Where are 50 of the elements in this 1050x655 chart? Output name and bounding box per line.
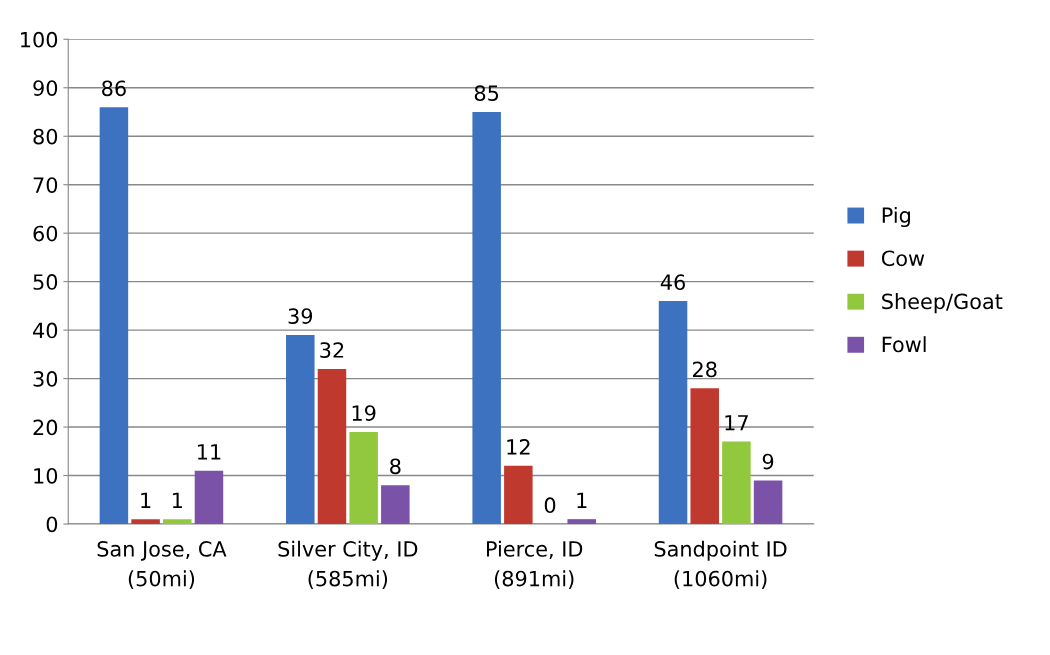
- data-label: 46: [660, 274, 685, 291]
- bar: [99, 107, 129, 524]
- data-label: 28: [692, 361, 717, 378]
- data-label: 1: [577, 492, 587, 508]
- y-tick-label: 50: [33, 274, 58, 290]
- bar: [567, 519, 596, 524]
- data-label: 8: [390, 458, 401, 475]
- y-tick-label: 60: [33, 225, 58, 242]
- x-tick-label: Pierce, ID (891mi): [486, 540, 583, 589]
- legend-label: Fowl: [882, 336, 926, 353]
- bar: [753, 480, 783, 524]
- y-tick-label: 100: [21, 31, 58, 48]
- y-tick-label: 0: [46, 516, 58, 533]
- bar: [504, 465, 533, 524]
- bar: [194, 470, 224, 524]
- data-label: 1: [172, 492, 182, 508]
- data-label: 19: [352, 405, 376, 421]
- x-tick-label: Sandpoint ID (1060mi): [654, 540, 787, 589]
- bar: [317, 368, 347, 524]
- data-label: 1: [141, 492, 151, 508]
- data-label: 12: [507, 439, 530, 455]
- bar: [163, 519, 192, 524]
- data-label: 86: [102, 80, 126, 97]
- x-tick-label: Silver City, ID (585mi): [278, 540, 418, 589]
- y-tick-label: 30: [33, 371, 58, 387]
- data-label: 39: [288, 308, 313, 324]
- y-tick-label: 90: [33, 80, 58, 96]
- data-label: 85: [474, 85, 499, 102]
- y-tick-label: 70: [33, 177, 58, 193]
- y-tick-label: 40: [33, 322, 58, 339]
- legend-label: Cow: [881, 250, 925, 267]
- bar: [131, 519, 160, 524]
- bar: [690, 388, 719, 524]
- bar: [722, 441, 751, 524]
- bar: [349, 431, 378, 524]
- data-label: 9: [762, 453, 774, 470]
- data-label: 0: [544, 497, 556, 514]
- legend-label: Pig: [882, 206, 910, 228]
- x-tick-label: San Jose, CA (50mi): [97, 541, 227, 589]
- bar: [286, 334, 315, 524]
- data-label: 32: [320, 342, 344, 358]
- data-label: 17: [725, 415, 748, 431]
- bar: [658, 301, 688, 524]
- y-tick-label: 20: [33, 419, 58, 436]
- legend-label: Sheep/Goat: [882, 293, 1003, 314]
- data-label: 11: [198, 444, 221, 460]
- bar: [381, 485, 410, 524]
- y-tick-label: 10: [34, 467, 58, 484]
- y-tick-label: 80: [33, 128, 58, 145]
- bar: [472, 112, 501, 524]
